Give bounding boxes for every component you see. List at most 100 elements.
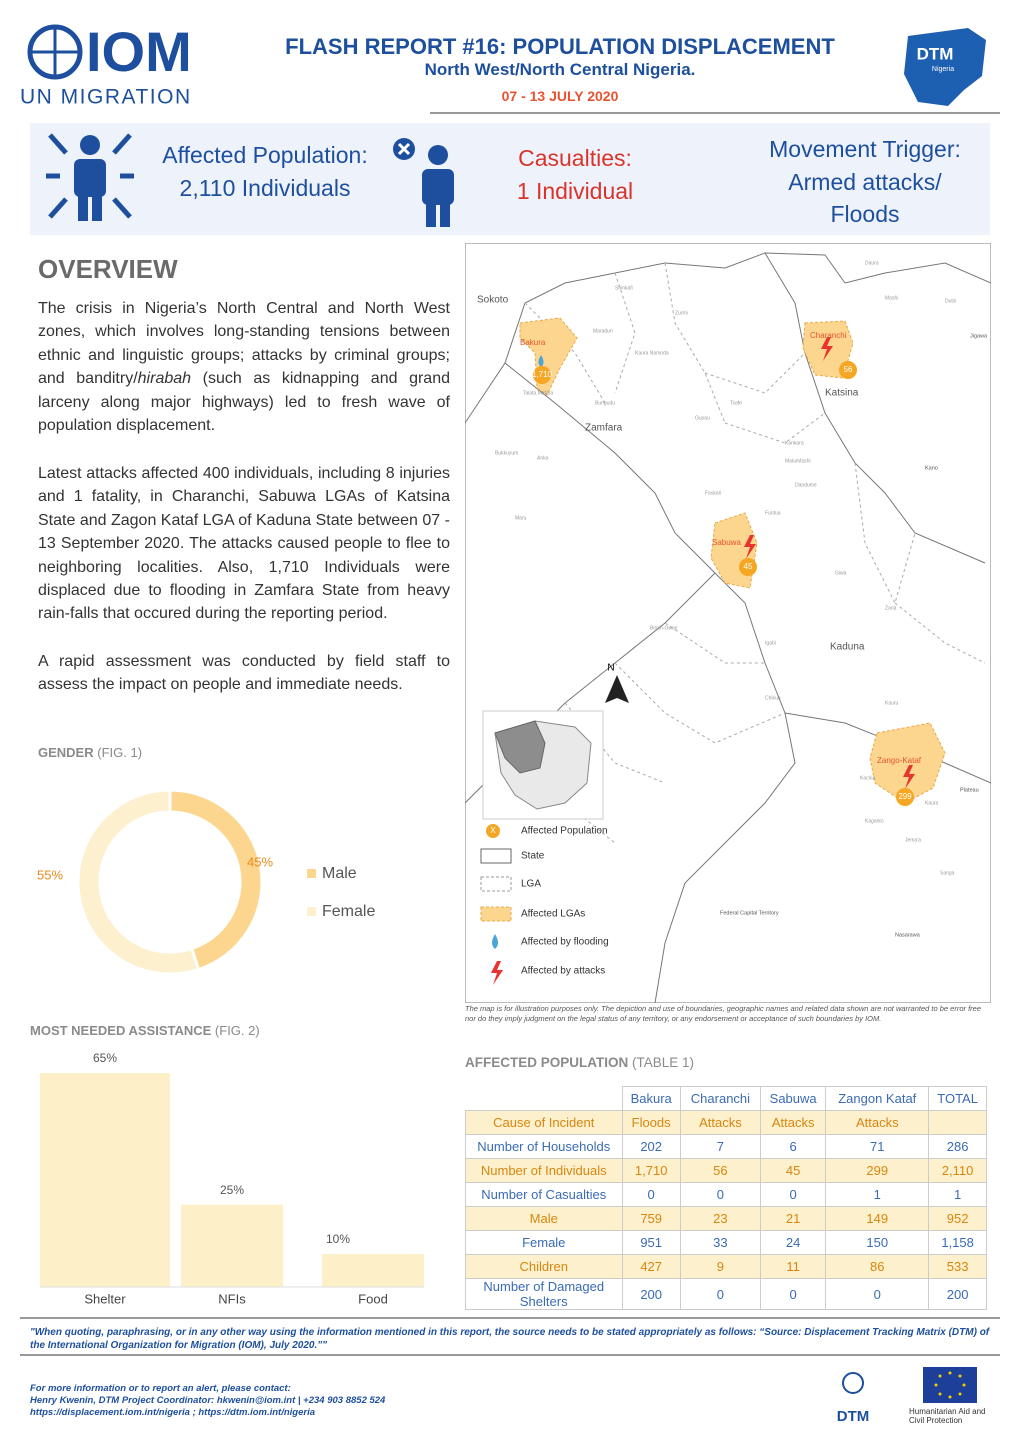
legend-swatch — [307, 907, 316, 916]
lga-label: Zaria — [885, 605, 897, 611]
header-row: Bakura Charanchi Sabuwa Zangon Kataf TOTAL — [465, 1086, 987, 1111]
lga-label: Kachia — [860, 775, 876, 781]
x-tick-label: Shelter — [84, 1291, 126, 1306]
bar — [181, 1204, 283, 1287]
table-row: Number of Casualties 0 0 0 1 1 — [465, 1182, 987, 1207]
legend-symbol — [480, 906, 512, 922]
header-cell — [465, 1086, 622, 1111]
logo-echo: Humanitarian Aid and Civil Protection — [909, 1407, 986, 1425]
lga-label: Giwa — [835, 570, 847, 576]
table-cell: 33 — [679, 1230, 762, 1255]
state-label: Plateau — [960, 787, 979, 793]
stat-icons — [46, 133, 454, 227]
trigger-value: Floods — [830, 201, 900, 227]
divider — [430, 112, 1000, 114]
affected-label: Zango-Kataf — [877, 756, 922, 765]
table-cell: Floods — [621, 1110, 681, 1135]
table-row: Number of Individuals 1,710 56 45 299 2,110 — [465, 1158, 987, 1183]
header-cell: TOTAL — [928, 1086, 987, 1111]
subtitle: North West/North Central Nigeria. — [424, 60, 696, 79]
table-cell: 149 — [825, 1206, 930, 1231]
title: FLASH REPORT #16: POPULATION DISPLACEMEN… — [285, 34, 835, 59]
lga-label: Tsafe — [730, 400, 742, 406]
table-cell: 150 — [825, 1230, 930, 1255]
table-cell: 1 — [825, 1182, 930, 1207]
lga-label: Malumfashi — [785, 458, 811, 464]
affected-count: 1,710 — [532, 370, 553, 379]
lga-label: Funtua — [765, 510, 781, 516]
affected-count: 299 — [898, 792, 912, 801]
text: For more information or to report an ale… — [30, 1383, 291, 1394]
lga-label: Talata Mafara — [523, 390, 554, 396]
value-label: 45% — [247, 854, 273, 869]
table-cell: 9 — [679, 1254, 762, 1279]
legend-label: Affected by flooding — [521, 937, 609, 948]
text: hirabah — [137, 370, 192, 388]
table-cell: 0 — [679, 1278, 762, 1310]
row-label: Number of Households — [465, 1134, 623, 1159]
gender-chart: 45% 55% Male Female — [37, 788, 375, 976]
legend-symbol — [491, 961, 503, 985]
quote: "When quoting, paraphrasing, or in any o… — [30, 1327, 990, 1351]
lga-label: Igabi — [765, 640, 776, 646]
paragraph: Latest attacks affected 400 individuals,… — [38, 465, 450, 623]
logo-dtm: DTM — [837, 1408, 870, 1425]
text: (TABLE 1) — [632, 1055, 695, 1070]
table-cell: 533 — [928, 1254, 987, 1279]
table-cell: 0 — [825, 1278, 930, 1310]
state-label: Federal Capital Territory — [720, 910, 779, 916]
lga-label: Kaura — [925, 800, 939, 806]
table-cell: 200 — [621, 1278, 681, 1310]
lga-label: Dandume — [795, 482, 817, 488]
legend-symbol — [480, 848, 512, 864]
table-row: Cause of Incident Floods Attacks Attacks Att… — [465, 1110, 987, 1135]
table-cell: 2,110 — [928, 1158, 987, 1183]
value-label: 25% — [220, 1183, 244, 1197]
affected-value: 2,110 Individuals — [179, 175, 351, 201]
legend-label: State — [521, 851, 545, 862]
table-cell: Attacks — [679, 1110, 762, 1135]
stats-box — [30, 123, 990, 235]
affected-label: Affected Population: — [162, 142, 368, 168]
affected-label: Bakura — [520, 338, 546, 347]
header-cell: Bakura — [621, 1086, 681, 1111]
text: (FIG. 1) — [97, 745, 143, 760]
lga-label: Faskari — [705, 490, 721, 496]
row-label: Number of Casualties — [465, 1182, 623, 1207]
text: Henry Kwenin, DTM Project Coordinator: h… — [30, 1395, 386, 1406]
table-row: Female 951 33 24 150 1,158 — [465, 1230, 987, 1255]
table-cell: Attacks — [759, 1110, 827, 1135]
table-cell: 45 — [759, 1158, 827, 1183]
trigger-value: Armed attacks/ — [788, 169, 942, 195]
section-title: GENDER (FIG. 1) — [38, 745, 142, 760]
table-cell: 0 — [759, 1278, 827, 1310]
value-label: 55% — [37, 867, 63, 882]
legend-label: Female — [322, 903, 375, 920]
donut-segment — [168, 788, 264, 972]
row-label: Male — [465, 1206, 623, 1231]
iom-logo: IOM UN MIGRATION — [20, 22, 192, 109]
legend-label: Affected LGAs — [521, 909, 585, 920]
header-cell: Charanchi — [679, 1086, 762, 1111]
table-cell: 11 — [759, 1254, 827, 1279]
state-label: Kano — [925, 465, 938, 471]
lga-label: Daura — [865, 260, 879, 266]
section-title: MOST NEEDED ASSISTANCE (FIG. 2) — [30, 1023, 260, 1038]
state-label: Nasarawa — [895, 932, 921, 938]
table-cell: 200 — [928, 1278, 987, 1310]
table-row: Number of Damaged Shelters 200 0 0 0 200 — [465, 1278, 987, 1310]
dtm-text: DTM — [917, 44, 954, 63]
row-label: Number of Damaged Shelters — [465, 1278, 623, 1310]
state-label: Kaduna — [830, 642, 865, 653]
table-cell: 71 — [825, 1134, 930, 1159]
state-label: Sokoto — [477, 295, 509, 306]
table-cell: 0 — [621, 1182, 681, 1207]
disclaimer: The map is for illustration purposes onl… — [465, 1004, 981, 1023]
lga-label: Bungudu — [595, 400, 615, 406]
table-cell: 86 — [825, 1254, 930, 1279]
map: X Affected Population State LGA Affected LGA… — [465, 243, 991, 1003]
header-cell: Zangon Kataf — [825, 1086, 930, 1111]
state-label: Katsina — [825, 388, 859, 399]
logo-text: IOM — [86, 22, 192, 83]
